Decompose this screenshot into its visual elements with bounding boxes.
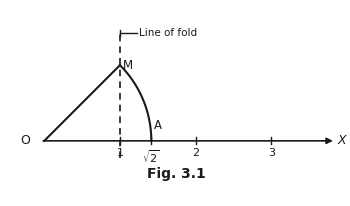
Text: $\sqrt{2}$: $\sqrt{2}$ [142, 148, 160, 165]
Text: O: O [20, 134, 30, 147]
Text: 2: 2 [192, 148, 199, 158]
Text: 3: 3 [268, 148, 275, 158]
Text: Line of fold: Line of fold [139, 28, 197, 38]
Text: A: A [154, 119, 162, 132]
Text: X: X [338, 134, 346, 147]
Text: Fig. 3.1: Fig. 3.1 [147, 167, 206, 181]
Text: M: M [123, 59, 133, 72]
Text: 1: 1 [117, 148, 124, 158]
